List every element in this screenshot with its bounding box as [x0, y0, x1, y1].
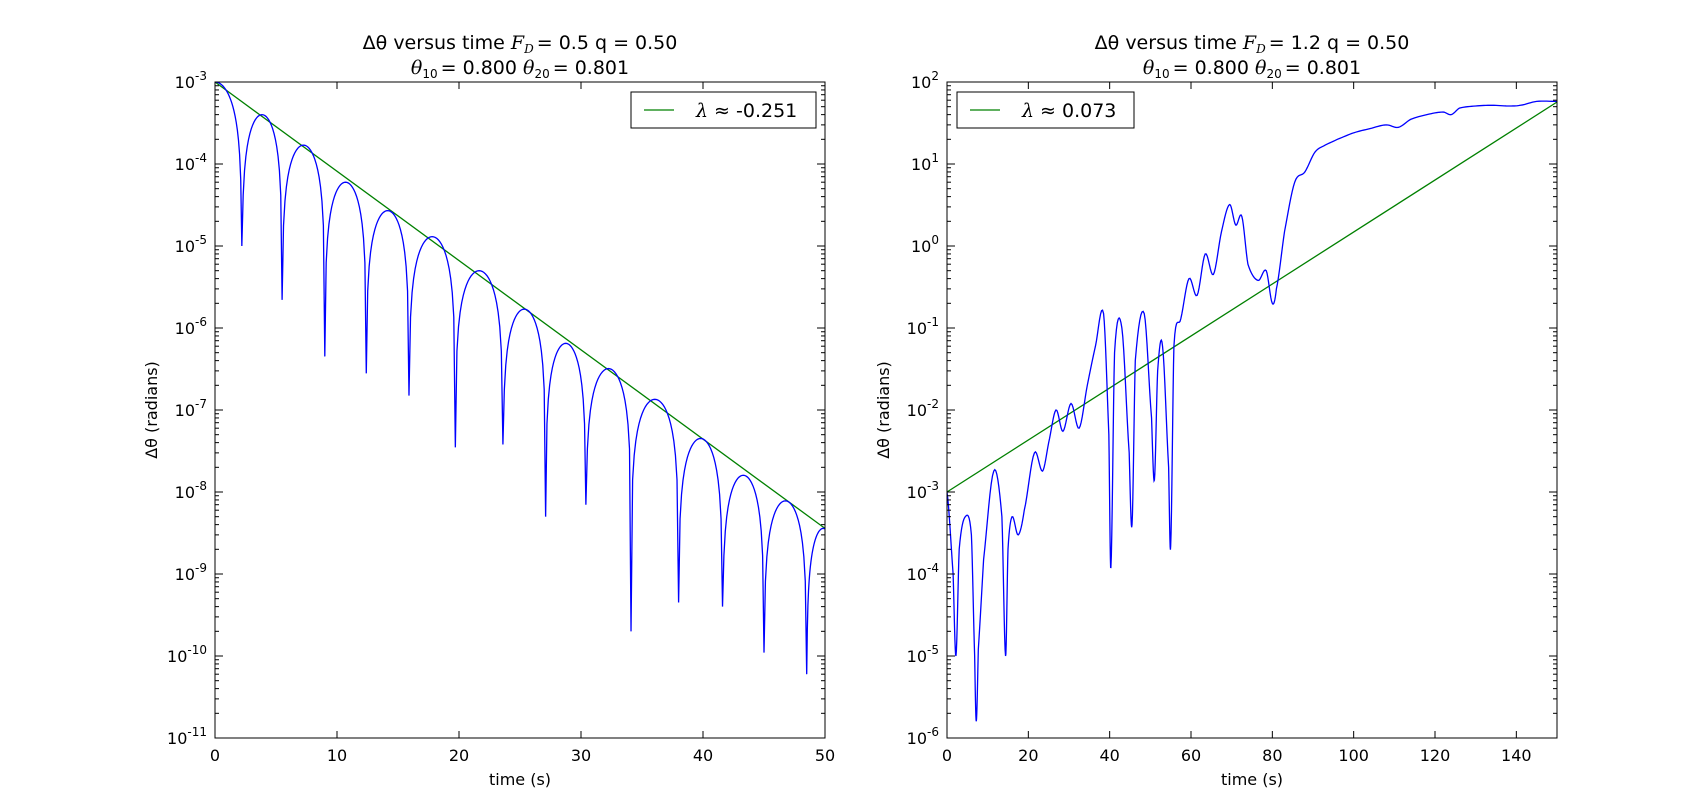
- right-x-tick-label: 80: [1262, 746, 1282, 765]
- right-chart-title: Δθ versus time FD = 1.2 q = 0.50: [1095, 32, 1410, 56]
- right-x-tick-label: 40: [1099, 746, 1119, 765]
- right-y-tick-label: 10-2: [907, 397, 939, 420]
- left-y-tick-label: 10-4: [175, 151, 207, 174]
- left-y-tick-label: 10-10: [167, 643, 207, 666]
- right-x-tick-label: 140: [1501, 746, 1532, 765]
- right-y-tick-label: 100: [911, 233, 939, 256]
- left-y-tick-label: 10-5: [175, 233, 207, 256]
- left-chart-subtitle: θ10 = 0.800 θ20 = 0.801: [411, 57, 629, 81]
- right-y-tick-label: 10-4: [907, 561, 939, 584]
- right-series-data-line: [947, 100, 1557, 722]
- left-x-tick-label: 30: [571, 746, 591, 765]
- right-legend-box: [956, 91, 1135, 129]
- left-x-tick-label: 0: [210, 746, 220, 765]
- left-y-tick-label: 10-9: [175, 561, 207, 584]
- right-ticks-group: 0 20 40 60 80 100 120 140 10-6 10-5 10-4 10-3 10-2 10…: [907, 69, 1557, 765]
- left-series-fit-line: [215, 82, 825, 529]
- left-chart-title: Δθ versus time FD = 0.5 q = 0.50: [363, 32, 678, 56]
- right-y-tick-label: 102: [911, 69, 939, 92]
- left-x-axis-label: time (s): [489, 770, 551, 789]
- left-y-axis-label: Δθ (radians): [142, 361, 161, 459]
- left-x-tick-label: 10: [327, 746, 347, 765]
- left-x-tick-label: 50: [815, 746, 835, 765]
- right-x-tick-label: 20: [1018, 746, 1038, 765]
- right-x-tick-label: 0: [942, 746, 952, 765]
- right-legend: λ ≈ 0.073: [956, 91, 1135, 129]
- right-y-axis-label: Δθ (radians): [874, 361, 893, 459]
- right-x-tick-label: 120: [1420, 746, 1451, 765]
- left-ticks-group: 0 10 20 30 40 50 10-11 10-10 10-9 10-8 10-7 10-6 10-…: [167, 69, 835, 765]
- right-plot-background: [947, 82, 1557, 738]
- right-series-group: [947, 100, 1557, 722]
- right-x-axis-label: time (s): [1221, 770, 1283, 789]
- left-y-tick-label: 10-11: [167, 725, 207, 748]
- left-series-data-line: [215, 82, 825, 675]
- left-y-tick-label: 10-3: [175, 69, 207, 92]
- right-y-tick-label: 10-1: [907, 315, 939, 338]
- left-y-tick-label: 10-6: [175, 315, 207, 338]
- right-x-tick-label: 100: [1338, 746, 1369, 765]
- left-x-tick-label: 20: [449, 746, 469, 765]
- left-panel: 0 10 20 30 40 50 10-11 10-10 10-9 10-8 10-7 10-6 10-…: [142, 32, 835, 789]
- left-legend: λ ≈ -0.251: [630, 91, 817, 129]
- left-y-tick-label: 10-7: [175, 397, 207, 420]
- right-y-tick-label: 101: [911, 151, 939, 174]
- right-legend-entry: λ ≈ 0.073: [1021, 100, 1116, 122]
- left-plot-background: [215, 82, 825, 738]
- right-y-tick-label: 10-6: [907, 725, 939, 748]
- left-legend-entry: λ ≈ -0.251: [695, 100, 797, 122]
- left-y-tick-label: 10-8: [175, 479, 207, 502]
- right-chart-subtitle: θ10 = 0.800 θ20 = 0.801: [1143, 57, 1361, 81]
- left-series-group: [215, 82, 825, 675]
- right-series-fit-line: [947, 101, 1557, 493]
- right-panel: 0 20 40 60 80 100 120 140 10-6 10-5 10-4 10-3 10-2 10…: [874, 32, 1558, 789]
- right-plot-area: [946, 81, 1558, 739]
- left-plot-area: [214, 81, 826, 739]
- right-x-tick-label: 60: [1181, 746, 1201, 765]
- right-y-tick-label: 10-3: [907, 479, 939, 502]
- right-y-tick-label: 10-5: [907, 643, 939, 666]
- left-x-tick-label: 40: [693, 746, 713, 765]
